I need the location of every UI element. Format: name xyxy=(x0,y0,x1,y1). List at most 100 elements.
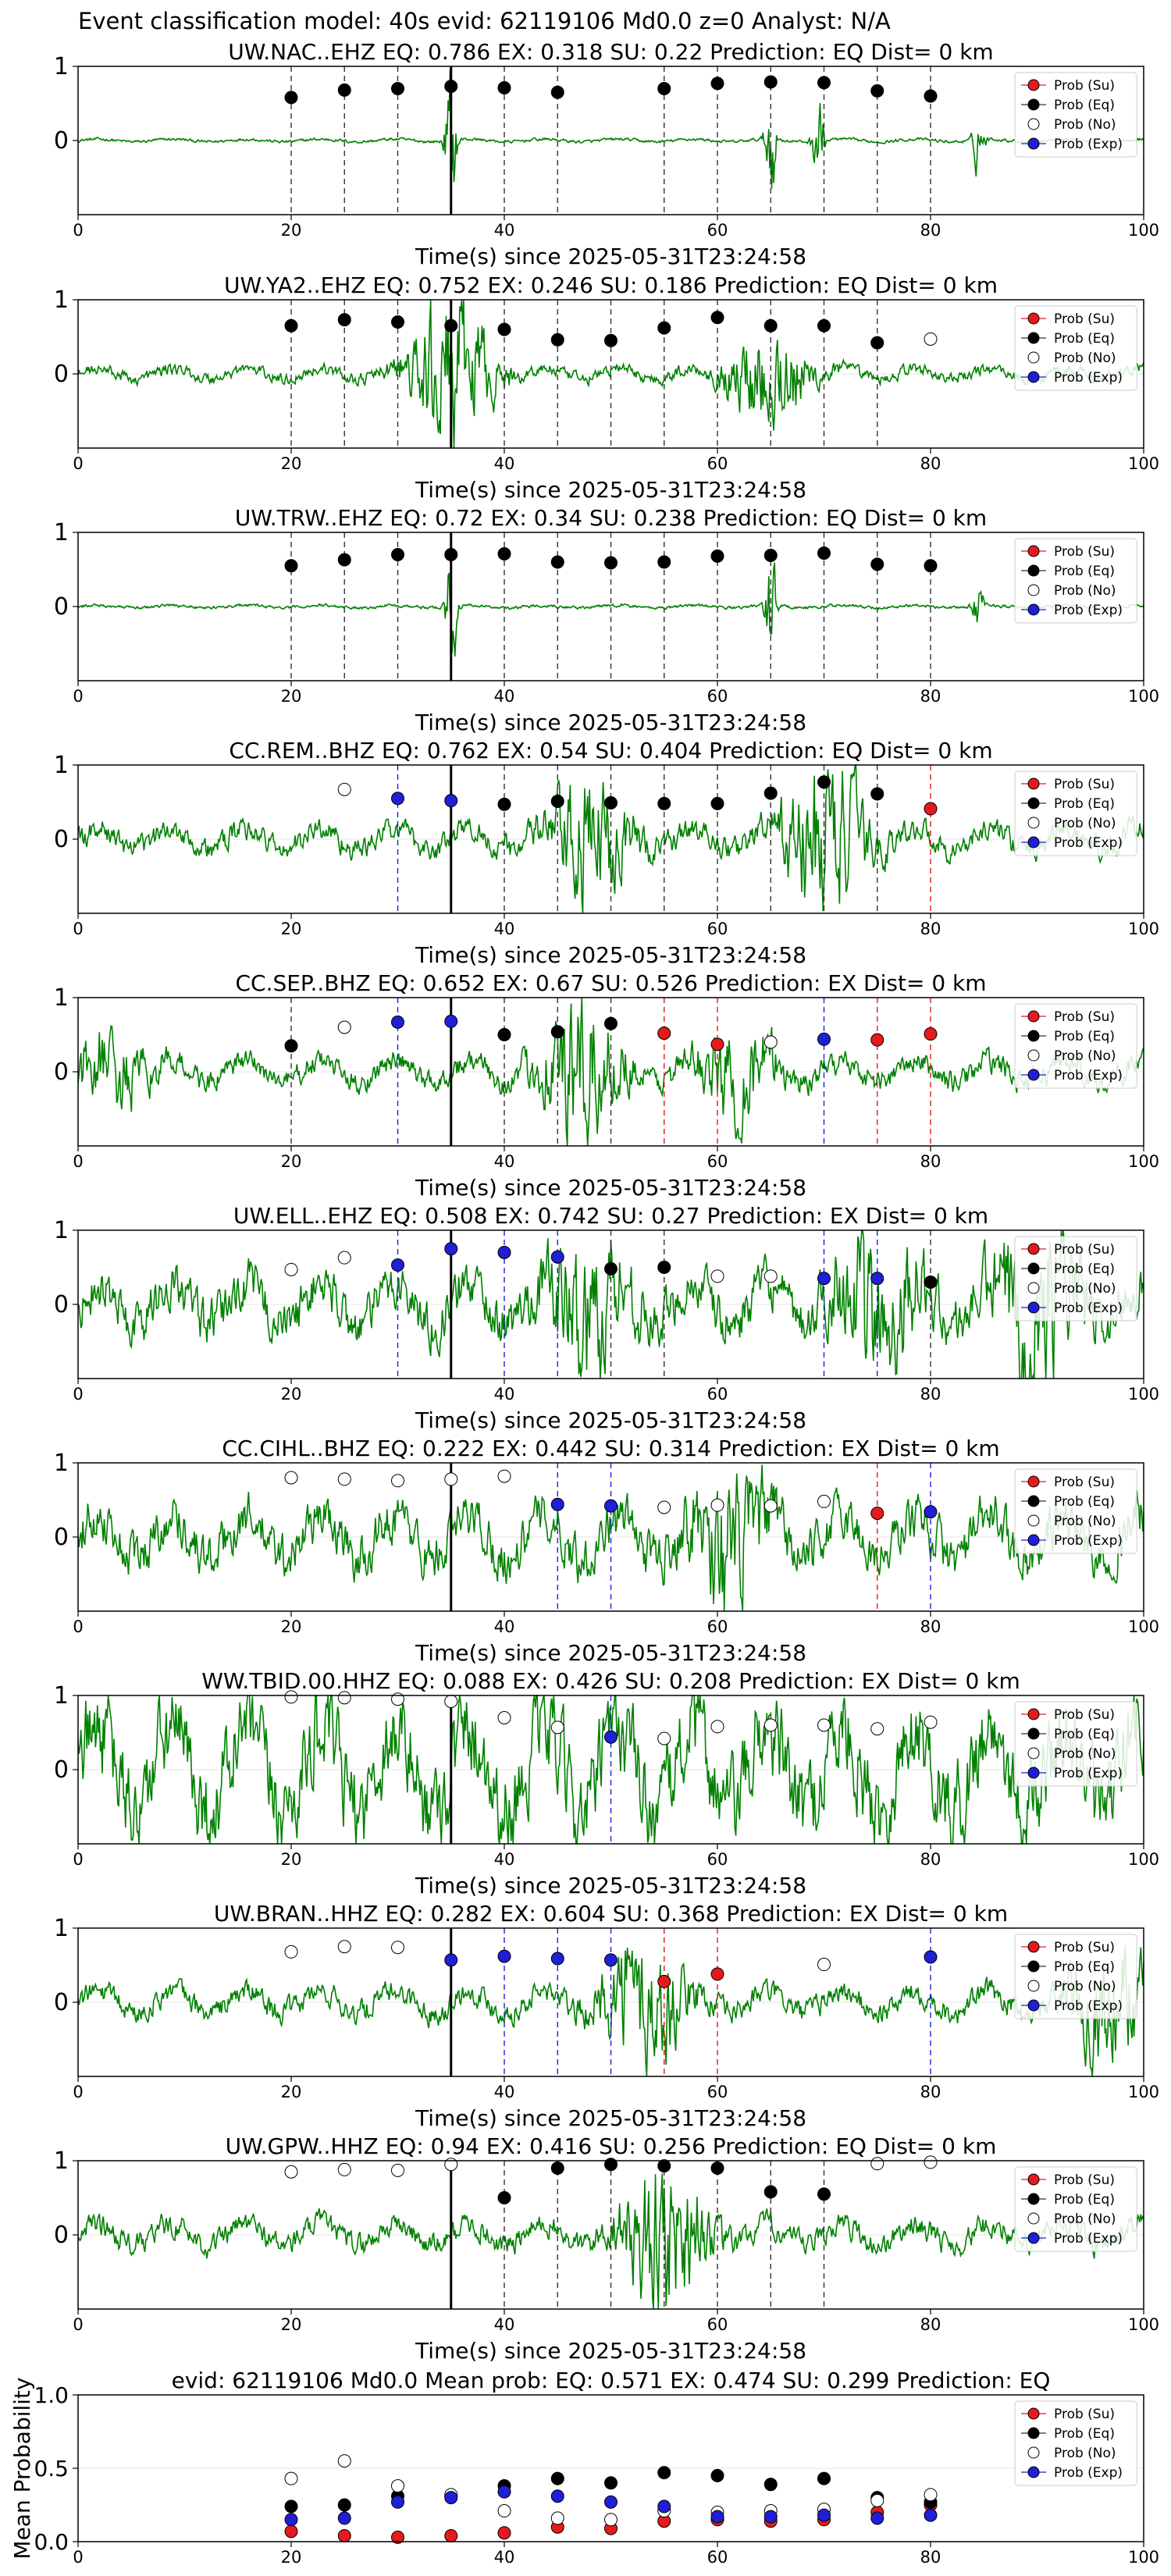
x-tick-label: 40 xyxy=(494,687,515,706)
mean-point-no xyxy=(870,2493,884,2507)
prob-point-no xyxy=(444,2158,458,2172)
prob-point-eq xyxy=(817,2187,831,2201)
x-tick-label: 100 xyxy=(1128,221,1159,240)
mean-point-eq xyxy=(710,2468,724,2482)
prob-point-eq xyxy=(284,318,298,333)
x-tick-label: 80 xyxy=(920,2315,941,2334)
x-tick-label: 20 xyxy=(281,2083,302,2101)
legend-marker-eq xyxy=(1027,1727,1040,1740)
legend-box xyxy=(1014,2166,1137,2252)
figure-title: Event classification model: 40s evid: 62… xyxy=(78,8,891,34)
prob-point-eq xyxy=(497,547,511,561)
prob-point-eq xyxy=(497,322,511,336)
prob-point-no xyxy=(763,1499,778,1513)
prob-point-no xyxy=(337,1472,351,1486)
mean-point-exp xyxy=(710,2510,724,2524)
prob-point-eq xyxy=(710,549,724,563)
x-axis-label: Time(s) since 2025-05-31T23:24:58 xyxy=(415,1640,806,1666)
panel-title: UW.NAC..EHZ EQ: 0.786 EX: 0.318 SU: 0.22… xyxy=(228,39,993,65)
legend-marker-eq xyxy=(1027,564,1040,577)
prob-point-exp xyxy=(444,1242,458,1256)
prob-point-no xyxy=(444,1695,458,1709)
x-tick-label: 0 xyxy=(73,1152,83,1171)
x-tick-label: 60 xyxy=(707,920,728,938)
prob-point-exp xyxy=(497,1246,511,1259)
x-axis-label: Time(s) since 2025-05-31T23:24:58 xyxy=(415,942,806,968)
prob-point-eq xyxy=(550,795,564,809)
mean-point-no xyxy=(550,2511,564,2525)
x-tick-label: 20 xyxy=(281,1385,302,1404)
legend-marker-no xyxy=(1027,1049,1040,1062)
x-tick-label: 20 xyxy=(281,687,302,706)
x-axis-label: Time(s) since 2025-05-31T23:24:58 xyxy=(415,2105,806,2131)
legend-marker-no xyxy=(1027,1980,1040,1992)
x-tick-label: 60 xyxy=(707,454,728,473)
x-tick-label: 0 xyxy=(73,687,83,706)
prob-point-eq xyxy=(710,76,724,91)
prob-point-exp xyxy=(444,1014,458,1028)
legend-label: Prob (Eq) xyxy=(1054,331,1115,347)
legend-label: Prob (Exp) xyxy=(1054,137,1123,152)
legend-marker-su xyxy=(1027,1010,1040,1023)
legend-box xyxy=(1014,1934,1137,2019)
mean-point-exp xyxy=(763,2510,778,2524)
panel-title: UW.TRW..EHZ EQ: 0.72 EX: 0.34 SU: 0.238 … xyxy=(235,505,987,531)
y-tick-label: 0.0 xyxy=(34,2529,69,2555)
x-tick-label: 40 xyxy=(494,1850,515,1869)
mean-point-su xyxy=(337,2528,351,2542)
prob-point-eq xyxy=(870,557,884,571)
prob-point-exp xyxy=(550,1952,564,1966)
waveform-trace xyxy=(77,763,1144,914)
prob-point-eq xyxy=(924,559,938,573)
prob-point-exp xyxy=(817,1032,831,1046)
panel-title: UW.BRAN..HHZ EQ: 0.282 EX: 0.604 SU: 0.3… xyxy=(214,1901,1008,1927)
prob-point-su xyxy=(710,1037,724,1051)
y-tick-label: 0 xyxy=(54,1059,69,1086)
x-tick-label: 80 xyxy=(920,454,941,473)
legend-label: Prob (Exp) xyxy=(1054,1998,1123,2014)
legend-label: Prob (Su) xyxy=(1054,1707,1115,1723)
y-tick-label: 0 xyxy=(54,1524,69,1551)
legend-marker-no xyxy=(1027,2446,1040,2459)
y-tick-label: 1.0 xyxy=(34,2382,69,2408)
mean-point-exp xyxy=(444,2491,458,2505)
prob-point-no xyxy=(763,1718,778,1732)
y-tick-label: 0 xyxy=(54,826,69,853)
legend-marker-su xyxy=(1027,777,1040,790)
prob-point-exp xyxy=(604,1730,618,1744)
prob-point-no xyxy=(284,1471,298,1485)
prob-point-eq xyxy=(870,787,884,801)
panel-title: CC.REM..BHZ EQ: 0.762 EX: 0.54 SU: 0.404… xyxy=(229,738,992,763)
legend-label: Prob (Su) xyxy=(1054,2407,1115,2422)
prob-point-no xyxy=(337,1691,351,1705)
prob-point-exp xyxy=(604,1499,618,1513)
y-tick-label: 1 xyxy=(54,984,69,1012)
legend-label: Prob (Eq) xyxy=(1054,796,1115,812)
x-tick-label: 40 xyxy=(494,1385,515,1404)
x-tick-label: 80 xyxy=(920,1617,941,1636)
legend-label: Prob (Exp) xyxy=(1054,603,1123,618)
legend-label: Prob (Su) xyxy=(1054,777,1115,792)
waveform-trace xyxy=(77,997,1144,1147)
prob-point-eq xyxy=(924,1276,938,1289)
legend-marker-no xyxy=(1027,584,1040,596)
legend-label: Prob (Eq) xyxy=(1054,1494,1115,1510)
prob-point-no xyxy=(710,1498,724,1512)
legend-marker-su xyxy=(1027,79,1040,91)
prob-point-no xyxy=(550,1720,564,1735)
panel-title: UW.ELL..EHZ EQ: 0.508 EX: 0.742 SU: 0.27… xyxy=(233,1203,988,1229)
x-tick-label: 60 xyxy=(707,1850,728,1869)
prob-point-eq xyxy=(604,795,618,809)
panel-4: CC.SEP..BHZ EQ: 0.652 EX: 0.67 SU: 0.526… xyxy=(54,970,1159,1201)
prob-point-no xyxy=(444,1472,458,1486)
prob-point-eq xyxy=(657,1261,671,1274)
x-tick-label: 0 xyxy=(73,454,83,473)
legend-marker-exp xyxy=(1027,1069,1040,1081)
mean-point-su xyxy=(391,2530,404,2544)
prob-point-exp xyxy=(604,1953,618,1967)
prob-point-eq xyxy=(550,1025,564,1039)
mean-point-exp xyxy=(870,2511,884,2525)
panel-title: CC.SEP..BHZ EQ: 0.652 EX: 0.67 SU: 0.526… xyxy=(235,970,986,996)
prob-point-eq xyxy=(657,796,671,810)
x-tick-label: 20 xyxy=(281,1617,302,1636)
